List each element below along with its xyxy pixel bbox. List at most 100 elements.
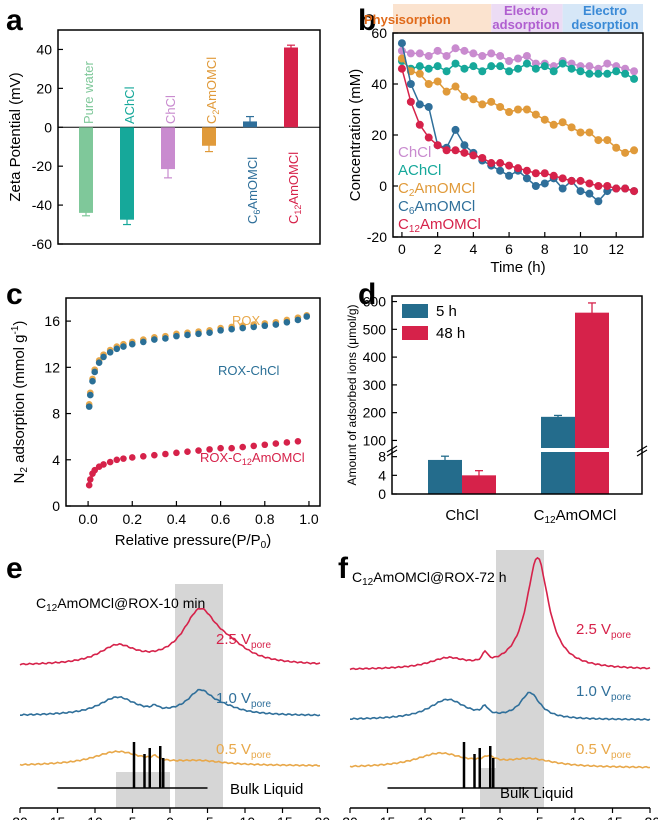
c-point-1-23 [283,318,291,326]
c-xtick-1: 0.2 [123,511,143,527]
c-label-rox-c12: ROX-C12AmOMCl [200,450,305,467]
c-point-2-18 [228,444,235,452]
a-bar-2 [161,127,175,170]
b-ytick-0: -20 [367,229,387,245]
b-point-1-25 [621,69,630,78]
b-region-labels: Physisorption Electro adsorption Electro… [364,3,639,32]
c-point-1-20 [250,323,258,331]
b-point-3-12 [505,171,514,180]
a-ytick-5: 40 [36,41,52,57]
b-point-4-21 [585,179,594,188]
c-ytick-0: 0 [52,498,60,514]
e-trace-2 [19,750,321,767]
c-point-1-14 [184,331,191,339]
b-region-physisorption: Physisorption [364,12,451,27]
b-point-4-2 [415,120,424,129]
e-xtick-5: -5 [201,814,214,820]
c-point-1-2 [89,377,96,385]
b-point-1-6 [451,59,460,68]
c-ytick-2: 8 [52,406,60,422]
f-trace-label-0p5: 0.5 Vpore [576,741,631,761]
b-xtick-1: 2 [434,241,442,257]
b-point-1-23 [603,69,612,78]
a-bar-5 [284,47,298,128]
b-point-2-25 [621,148,630,157]
c-point-2-16 [206,446,213,453]
e-xtick-1: 15 [50,814,66,820]
c-point-1-11 [151,336,158,343]
c-point-2-8 [120,455,127,462]
b-xtick-4: 8 [541,241,549,257]
c-xtick-4: 0.8 [255,511,275,527]
d-ytick-high-4: 500 [363,321,387,337]
b-point-2-2 [415,69,424,78]
a-ytick-3: 0 [44,119,52,135]
f-trace-1 [350,691,651,721]
f-trace-label-1p0: 1.0 Vpore [576,683,631,703]
b-point-3-14 [522,174,531,183]
e-xtick-8: -20 [310,814,330,820]
d-ytick-high-2: 300 [363,377,387,393]
b-point-2-5 [442,87,451,96]
b-point-0-9 [478,51,487,60]
b-point-0-14 [522,51,531,60]
b-ytick-1: 0 [379,178,387,194]
b-point-1-3 [424,64,433,73]
b-point-2-24 [612,143,621,152]
f-xtick-7: -15 [602,814,622,820]
b-point-0-8 [469,49,478,58]
e-xtick-2: 10 [87,814,103,820]
c-label-rox: ROX [232,313,261,328]
b-point-4-7 [460,148,469,157]
b-xtick-0: 0 [398,241,406,257]
e-xtick-0: 20 [12,814,28,820]
d-cat-chcl: ChCl [445,507,478,524]
b-point-1-8 [469,62,478,71]
c-xtick-3: 0.6 [211,511,231,527]
b-point-2-16 [540,115,549,124]
d-legend-48h: 48 h [436,325,465,342]
c-point-2-13 [173,449,180,457]
a-bar-0 [79,127,93,213]
b-point-1-5 [442,67,451,76]
c-point-2-20 [250,442,258,450]
b-point-0-26 [630,67,639,76]
c-point-1-9 [128,340,136,348]
b-point-0-23 [603,59,612,68]
b-point-1-13 [514,64,522,73]
b-point-2-8 [469,95,478,104]
c-point-1-5 [100,353,107,361]
c-point-1-1 [86,391,94,399]
c-point-2-15 [195,447,202,454]
b-point-4-26 [630,187,639,196]
c-point-2-6 [106,458,114,466]
d-ytick-low-0: 0 [378,486,386,502]
a-ytick-0: -60 [32,236,52,252]
b-point-2-12 [505,108,514,117]
d-legend-48h-swatch [402,326,428,340]
b-point-4-25 [621,184,630,193]
b-legend-c12: C12AmOMCl [398,216,481,235]
b-point-0-2 [415,49,424,58]
b-point-2-11 [496,102,505,111]
f-xtick-6: -10 [565,814,585,820]
b-point-4-20 [576,176,585,185]
b-point-0-1 [406,49,415,58]
b-point-4-17 [549,171,558,180]
c-point-2-7 [113,456,121,464]
b-point-2-3 [424,80,433,88]
c-point-1-19 [239,324,246,332]
b-point-3-16 [540,179,549,188]
b-point-4-10 [487,159,496,168]
c-point-1-10 [140,338,147,346]
b-point-1-19 [567,64,576,73]
b-point-3-15 [531,182,540,190]
c-point-1-12 [162,335,169,342]
a-label-c6: C6AmOMCl [245,157,262,224]
c-point-2-9 [128,454,136,461]
d-break-mark-a-1 [636,445,648,453]
b-point-4-4 [433,141,442,150]
panel-d-ylabel: Amount of adsorbed ions (μmol/g) [345,304,359,485]
b-point-3-1 [406,80,415,88]
